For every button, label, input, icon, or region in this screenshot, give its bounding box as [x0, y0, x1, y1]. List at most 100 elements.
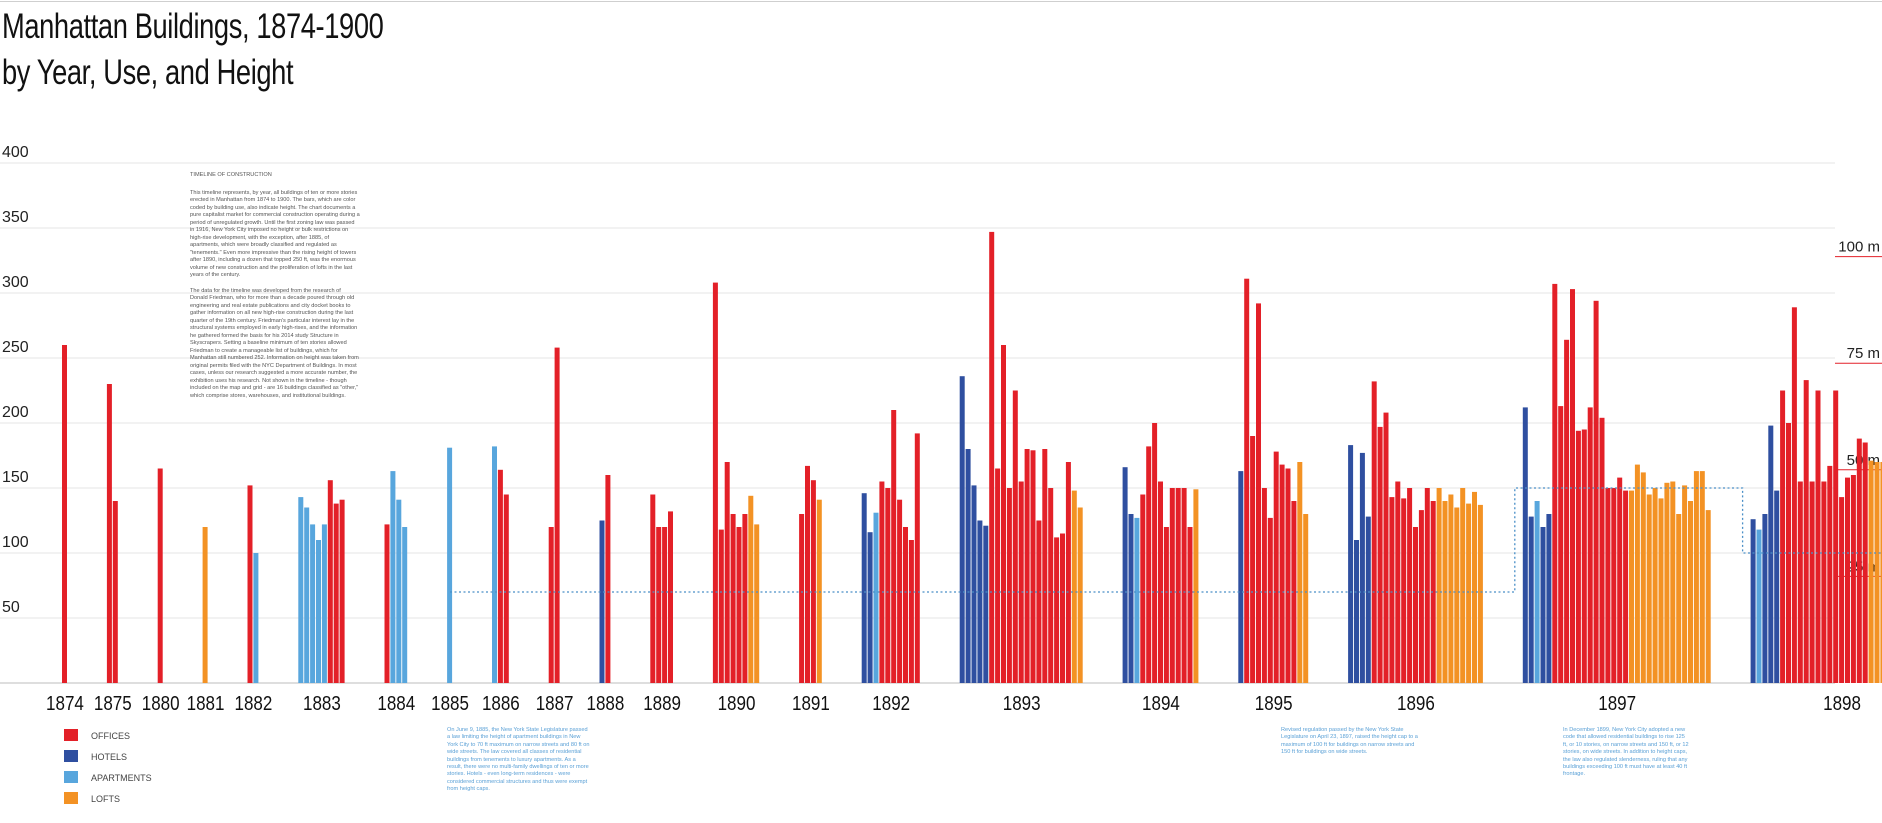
bar-offices: [1797, 481, 1803, 683]
note-1885-law: On June 9, 1885, the New York State Legi…: [447, 727, 590, 793]
legend-swatch-offices: [64, 729, 78, 741]
bar-offices: [1187, 527, 1193, 683]
y-tick-label: 150: [2, 469, 29, 486]
bar-apartments: [402, 527, 408, 683]
bar-apartments: [1756, 529, 1762, 683]
bar-lofts: [748, 495, 754, 683]
legend-swatch-hotels: [64, 750, 78, 762]
bar-lofts: [1071, 490, 1077, 683]
bar-offices: [1605, 488, 1611, 683]
bar-offices: [668, 511, 673, 683]
x-tick-label: 1895: [1255, 692, 1293, 715]
bar-apartments: [298, 497, 304, 683]
bar-hotels: [1528, 516, 1534, 683]
chart-title-line-1: Manhattan Buildings, 1874-1900: [2, 7, 384, 46]
bar-offices: [1377, 426, 1383, 683]
x-tick-label: 1884: [377, 692, 415, 715]
legend-label-hotels: HOTELS: [91, 752, 127, 762]
bar-lofts: [1477, 504, 1483, 683]
bar-offices: [548, 527, 554, 683]
bar-offices: [1042, 449, 1048, 683]
bar-offices: [1401, 498, 1407, 683]
x-tick-label: 1874: [46, 692, 84, 715]
bar-offices: [1244, 278, 1250, 683]
bar-offices: [384, 524, 390, 683]
bar-offices: [1048, 488, 1054, 683]
bar-hotels: [959, 376, 965, 683]
bar-apartments: [390, 471, 396, 683]
bar-offices: [718, 529, 724, 683]
x-tick-label: 1893: [1003, 692, 1041, 715]
bar-hotels: [1774, 490, 1780, 683]
bar-offices: [885, 488, 891, 683]
bar-lofts: [1303, 514, 1309, 683]
bar-offices: [333, 503, 339, 683]
bar-lofts: [1077, 507, 1083, 683]
bar-offices: [497, 469, 503, 683]
bar-hotels: [1348, 445, 1354, 683]
bar-hotels: [1365, 516, 1371, 683]
bar-lofts: [202, 527, 208, 683]
bar-lofts: [1868, 460, 1874, 683]
bar-offices: [1839, 497, 1845, 683]
bar-hotels: [977, 520, 983, 683]
bar-lofts: [1699, 471, 1705, 683]
x-tick-label: 1889: [643, 692, 681, 715]
bar-offices: [903, 527, 908, 683]
bar-offices: [810, 480, 816, 683]
bar-offices: [1383, 412, 1389, 683]
bar-offices: [1845, 477, 1850, 683]
y-tick-label: 250: [2, 339, 29, 356]
bar-offices: [1424, 488, 1430, 683]
bar-offices: [1552, 283, 1558, 683]
bar-offices: [1169, 488, 1175, 683]
bar-lofts: [1646, 494, 1652, 683]
bar-hotels: [599, 520, 605, 683]
note-1897-law: Revised regulation passed by the New Yor…: [1281, 727, 1418, 756]
bar-lofts: [1629, 490, 1634, 683]
bar-offices: [247, 485, 253, 683]
x-tick-label: 1882: [235, 692, 273, 715]
bar-offices: [730, 514, 736, 683]
bar-offices: [1279, 464, 1285, 683]
x-tick-label: 1875: [94, 692, 132, 715]
bar-offices: [799, 514, 805, 683]
y-tick-label: 400: [2, 144, 29, 161]
bar-offices: [1158, 481, 1163, 683]
bar-offices: [650, 494, 656, 683]
note-1899-law: In December 1899, New York City adopted …: [1563, 727, 1689, 778]
bar-lofts: [1874, 462, 1880, 683]
bar-offices: [1593, 300, 1599, 683]
bar-lofts: [1658, 498, 1664, 683]
bar-offices: [742, 514, 748, 683]
bar-lofts: [1448, 494, 1454, 683]
x-tick-label: 1880: [142, 692, 180, 715]
bar-lofts: [754, 524, 760, 683]
bar-offices: [1163, 527, 1169, 683]
bar-offices: [1140, 494, 1146, 683]
bar-hotels: [971, 485, 977, 683]
bar-lofts: [1693, 471, 1699, 683]
bar-offices: [157, 468, 163, 683]
bar-offices: [339, 499, 345, 683]
bar-offices: [1780, 390, 1786, 683]
bar-apartments: [1134, 517, 1140, 683]
x-tick-label: 1883: [303, 692, 341, 715]
bar-lofts: [1454, 507, 1460, 683]
bar-offices: [989, 231, 995, 683]
bar-offices: [62, 345, 67, 683]
bar-lofts: [1634, 464, 1640, 683]
bar-offices: [1256, 303, 1261, 683]
bar-offices: [736, 527, 742, 683]
bar-offices: [1815, 390, 1821, 683]
bar-offices: [1285, 468, 1291, 683]
bar-hotels: [983, 525, 989, 683]
bar-apartments: [304, 507, 310, 683]
bar-lofts: [1640, 472, 1646, 683]
bar-offices: [327, 480, 333, 683]
bar-offices: [605, 475, 611, 683]
bar-offices: [1018, 481, 1024, 683]
bar-offices: [1809, 481, 1815, 683]
bar-offices: [1558, 406, 1564, 683]
bar-lofts: [1676, 514, 1682, 683]
